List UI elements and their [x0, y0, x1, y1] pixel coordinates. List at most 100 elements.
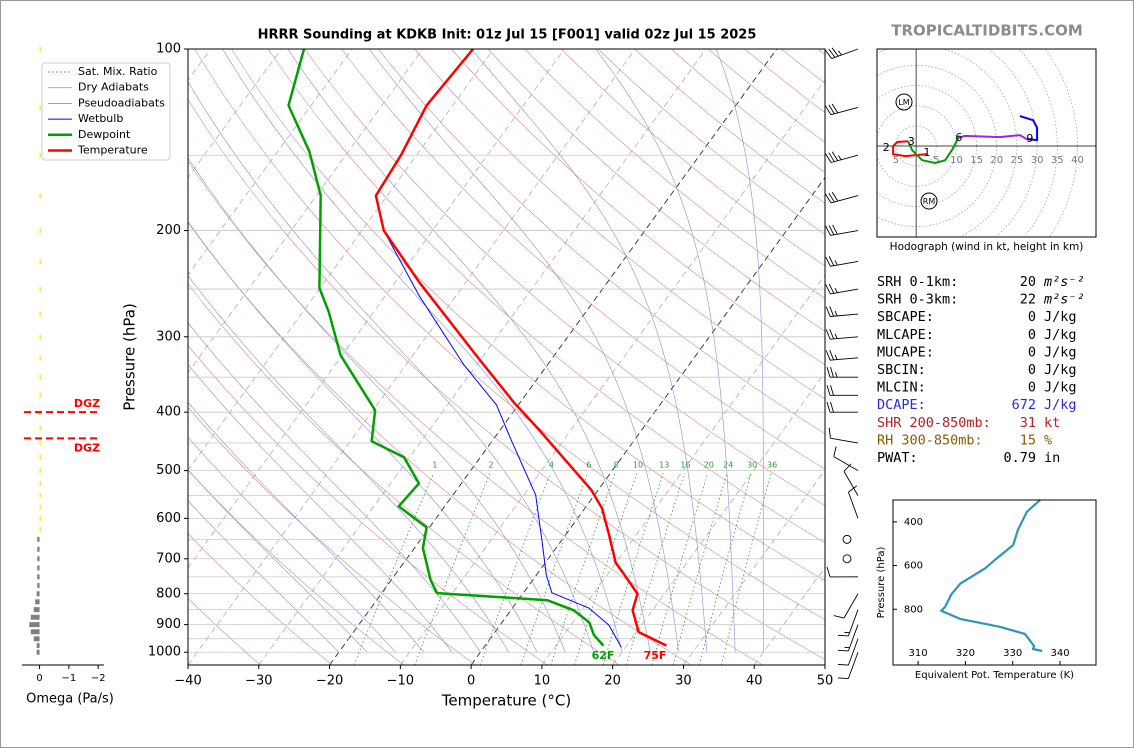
omega-bar [39, 392, 41, 398]
omega-bar [39, 228, 41, 234]
dry-adiabat [188, 533, 333, 665]
mixing-ratio-line [602, 472, 664, 665]
legend-label: Sat. Mix. Ratio [78, 65, 158, 78]
stat-unit: m²s⁻² [1043, 274, 1085, 290]
surface-label: 62F [592, 649, 615, 662]
legend-label: Dry Adiabats [78, 81, 149, 94]
stat-label: SHR 200-850mb: [877, 415, 991, 431]
hodo-trace [1019, 115, 1039, 142]
wind-barb [826, 385, 859, 396]
stat-label: MUCAPE: [877, 344, 934, 360]
isotherm [400, 79, 825, 665]
stat-label: SBCIN: [877, 362, 926, 378]
hodo-tick-label: 5 [893, 155, 899, 166]
hodo-height-label: 2 [883, 141, 890, 154]
background-lines [188, 49, 825, 665]
hodo-frame [876, 48, 1097, 238]
omega-bar [37, 574, 40, 580]
y-tick-label: 200 [156, 223, 181, 238]
hodo-caption: Hodograph (wind in kt, height in km) [890, 241, 1084, 253]
mixing-ratio-line [626, 472, 685, 665]
mixing-ratio-label: 30 [747, 461, 757, 470]
stat-label: DCAPE: [877, 397, 926, 413]
wind-barb [825, 306, 859, 317]
profile-line [383, 230, 622, 648]
hodo-tick-label: 35 [1051, 155, 1064, 166]
stat-unit: J/kg [1044, 309, 1077, 325]
mixing-ratio-label: 36 [767, 461, 777, 470]
stat-unit: J/kg [1044, 380, 1077, 396]
wind-barb [833, 446, 859, 472]
hodo-trace [957, 134, 1028, 141]
stat-label: SRH 0-3km: [877, 292, 958, 308]
mixing-ratio-label: 4 [549, 461, 554, 470]
y-tick-label: 300 [156, 329, 181, 344]
wind-barb [837, 609, 859, 637]
profile-line [374, 49, 667, 647]
hodo-tick-label: 10 [950, 155, 963, 166]
storm-motion-label: RM [923, 197, 936, 206]
omega-bar [37, 536, 40, 542]
hodo-tick-label: 40 [1071, 155, 1084, 166]
stat-unit: m²s⁻² [1043, 292, 1085, 308]
hodo-tick-label: 20 [990, 155, 1003, 166]
omega-tick-label: −1 [61, 673, 76, 684]
dry-adiabat [188, 406, 476, 665]
y-tick-label: 700 [156, 551, 181, 566]
omega-bar [33, 636, 40, 642]
omega-bar [39, 104, 41, 110]
hodo-height-label: 6 [955, 131, 962, 144]
storm-motion-marker [895, 93, 913, 111]
y-tick-label: 900 [156, 617, 181, 632]
theta-e-y-tick-label: 800 [904, 604, 923, 615]
omega-bar [39, 468, 41, 474]
isotherm [258, 49, 707, 665]
omega-bar [39, 440, 41, 446]
legend: Sat. Mix. Ratio Dry Adiabats Pseudoadiabat… [41, 62, 171, 161]
mixing-ratio-line [651, 472, 709, 665]
omega-bar [36, 649, 40, 655]
profile-line [287, 49, 605, 647]
isotherm [541, 274, 825, 665]
legend-label: Dewpoint [78, 128, 131, 141]
wind-barb [847, 485, 859, 519]
wind-barb [825, 47, 859, 60]
wind-barb [825, 224, 859, 236]
mixing-ratio-line [699, 472, 752, 665]
chart-title: HRRR Sounding at KDKB Init: 01z Jul 15 [… [258, 28, 757, 43]
hodo-tick-label: 5 [933, 155, 939, 166]
stat-unit: kt [1044, 415, 1060, 431]
omega-bar [39, 46, 41, 52]
omega-bar [39, 286, 41, 292]
storm-motion-marker [920, 192, 938, 210]
wind-barb [825, 329, 859, 340]
omega-tick-label: 0 [36, 673, 42, 684]
theta-e-x-tick-label: 330 [1003, 648, 1022, 659]
x-tick-label: 40 [746, 674, 763, 689]
dry-adiabat [561, 49, 825, 267]
omega-bar [39, 454, 41, 460]
wind-barb [837, 638, 859, 666]
dry-adiabat [188, 469, 405, 665]
x-tick-label: 20 [604, 674, 621, 689]
stat-value: 672 [1012, 397, 1036, 413]
theta-e-y-tick-label: 400 [904, 517, 923, 528]
mixing-ratio-line [721, 472, 772, 665]
stat-value: 0 [1028, 309, 1036, 325]
x-tick-label: −20 [316, 674, 343, 689]
wind-barb [826, 367, 859, 378]
dry-adiabat [188, 160, 763, 665]
y-tick-label: 500 [156, 463, 181, 478]
dry-adiabat [304, 49, 825, 506]
omega-bar [39, 480, 41, 486]
dry-adiabat [188, 283, 620, 665]
stat-unit: J/kg [1044, 362, 1077, 378]
omega-bar [36, 591, 40, 597]
omega-bar [39, 493, 41, 499]
highlight-isotherm [329, 49, 778, 665]
theta-e-x-label: Equivalent Pot. Temperature (K) [915, 670, 1074, 681]
isotherm [188, 49, 282, 179]
watermark: TROPICALTIDBITS.COM [891, 22, 1083, 40]
y-tick-label: 1000 [148, 645, 181, 660]
